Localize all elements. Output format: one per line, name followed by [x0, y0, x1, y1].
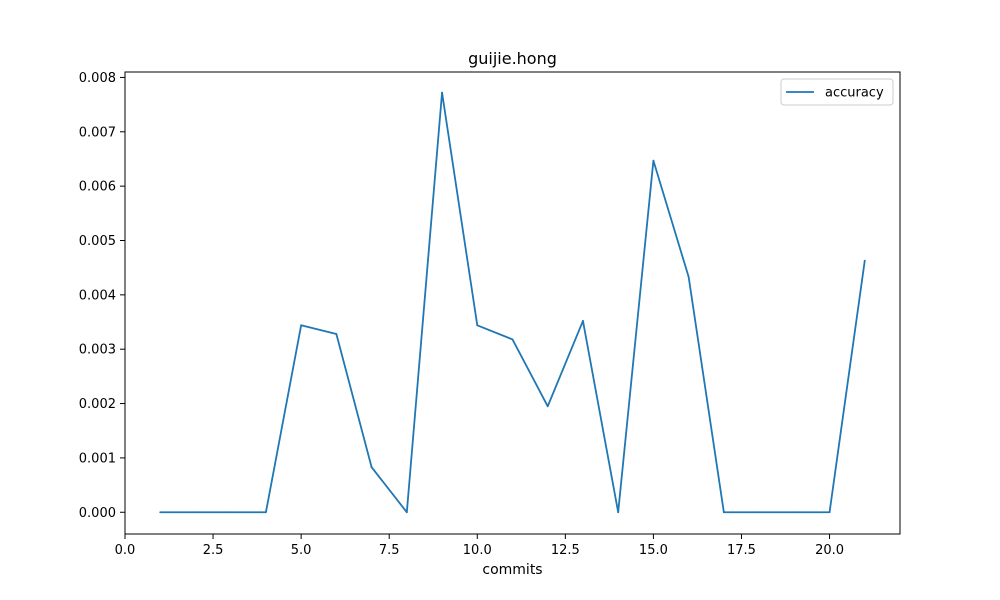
data-point [758, 511, 760, 514]
data-point [546, 405, 549, 408]
data-point [265, 511, 267, 514]
x-tick-label: 15.0 [639, 543, 668, 558]
y-tick-label: 0.003 [79, 343, 116, 358]
legend-label: accuracy [825, 86, 884, 101]
x-tick-label: 5.0 [291, 543, 312, 558]
x-tick-label: 2.5 [203, 543, 224, 558]
data-point [687, 276, 690, 278]
y-tick-label: 0.002 [79, 397, 116, 412]
data-point [582, 320, 584, 322]
y-tick-label: 0.004 [79, 288, 116, 303]
legend-box [780, 78, 894, 106]
y-tick-label: 0.006 [79, 180, 116, 195]
chart-title: guijie.hong [468, 49, 557, 68]
data-point [863, 259, 866, 262]
data-point [652, 159, 655, 162]
y-tick-label: 0.005 [79, 234, 116, 249]
data-point [229, 511, 232, 514]
data-point [194, 511, 197, 514]
data-point [617, 511, 620, 514]
y-tick-label: 0.001 [79, 451, 116, 466]
x-tick-label: 7.5 [379, 543, 400, 558]
data-point [300, 324, 303, 327]
data-point [793, 511, 796, 514]
legend: accuracy [780, 78, 894, 106]
data-point [441, 91, 443, 94]
data-point [511, 338, 514, 341]
data-point [405, 511, 408, 514]
plot-area: 0.0 2.5 5.0 7.5 10.0 12.5 15.0 17.5 20.0 0.000 0.0… [79, 71, 901, 558]
y-tick-label: 0.008 [79, 71, 116, 86]
data-point [722, 511, 725, 514]
y-tick-label: 0.007 [79, 125, 116, 140]
x-tick-label: 10.0 [463, 543, 492, 558]
data-point [828, 511, 831, 514]
x-tick-label: 12.5 [551, 543, 580, 558]
x-tick-label: 17.5 [727, 543, 756, 558]
data-point [476, 324, 479, 327]
x-tick-label: 20.0 [815, 543, 844, 558]
data-point [159, 511, 162, 514]
x-tick-label: 0.0 [115, 543, 136, 558]
data-point [370, 466, 373, 469]
y-tick-label: 0.000 [79, 506, 116, 521]
x-axis-label: commits [482, 562, 542, 578]
data-point [335, 333, 338, 335]
axes-frame [124, 71, 901, 535]
